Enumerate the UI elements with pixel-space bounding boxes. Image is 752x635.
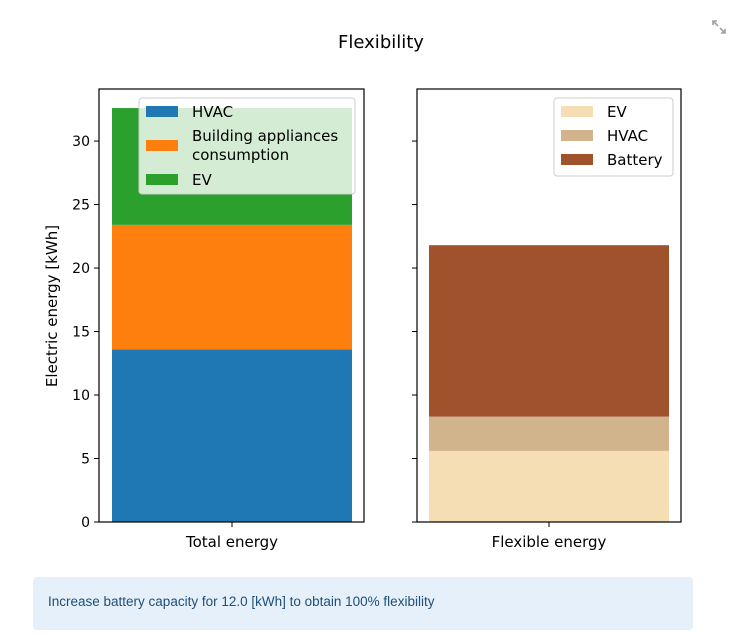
bar-segment-ev xyxy=(429,450,669,522)
legend-label: Building appliances xyxy=(192,127,338,145)
legend-swatch xyxy=(146,140,178,151)
x-tick-label: Flexible energy xyxy=(492,533,607,551)
bar-segment-hvac xyxy=(429,416,669,451)
flexible-energy-panel: Flexible energy EV HVAC Battery xyxy=(412,88,682,551)
y-axis-label: Electric energy [kWh] xyxy=(43,225,61,387)
flexibility-figure: Flexibility Electric energy [kWh] 0 5 10 15… xyxy=(43,32,682,551)
y-tick-label: 30 xyxy=(72,134,90,150)
y-tick-label: 10 xyxy=(72,388,90,404)
legend-swatch xyxy=(561,154,593,165)
legend-label: HVAC xyxy=(607,127,648,145)
legend-label: HVAC xyxy=(192,103,233,121)
legend-swatch xyxy=(561,130,593,141)
chart-title: Flexibility xyxy=(338,32,424,53)
expand-arrows-icon[interactable] xyxy=(709,17,729,37)
bar-segment-battery xyxy=(429,245,669,417)
legend-label: EV xyxy=(192,171,212,189)
legend-label: EV xyxy=(607,103,627,121)
y-tick-label: 15 xyxy=(72,325,90,341)
y-tick-label: 5 xyxy=(81,452,90,468)
y-tick-label: 0 xyxy=(81,515,90,531)
info-message: Increase battery capacity for 12.0 [kWh]… xyxy=(48,594,435,609)
legend-swatch xyxy=(146,106,178,117)
legend-box xyxy=(138,97,356,195)
legend-swatch xyxy=(561,106,593,117)
x-tick-label: Total energy xyxy=(185,533,278,551)
total-energy-panel: 0 5 10 15 20 25 30 Total energy HVAC Building app… xyxy=(72,88,365,551)
legend-label: Battery xyxy=(607,151,663,169)
info-alert: Increase battery capacity for 12.0 [kWh]… xyxy=(33,577,693,630)
legend: EV HVAC Battery xyxy=(553,97,674,177)
legend-label: consumption xyxy=(192,146,289,164)
legend-swatch xyxy=(146,174,178,185)
y-tick-label: 25 xyxy=(72,198,90,214)
y-tick-label: 20 xyxy=(72,261,90,277)
bar-segment-building-appliances-consumption xyxy=(112,224,352,350)
bar-segment-hvac xyxy=(112,349,352,522)
